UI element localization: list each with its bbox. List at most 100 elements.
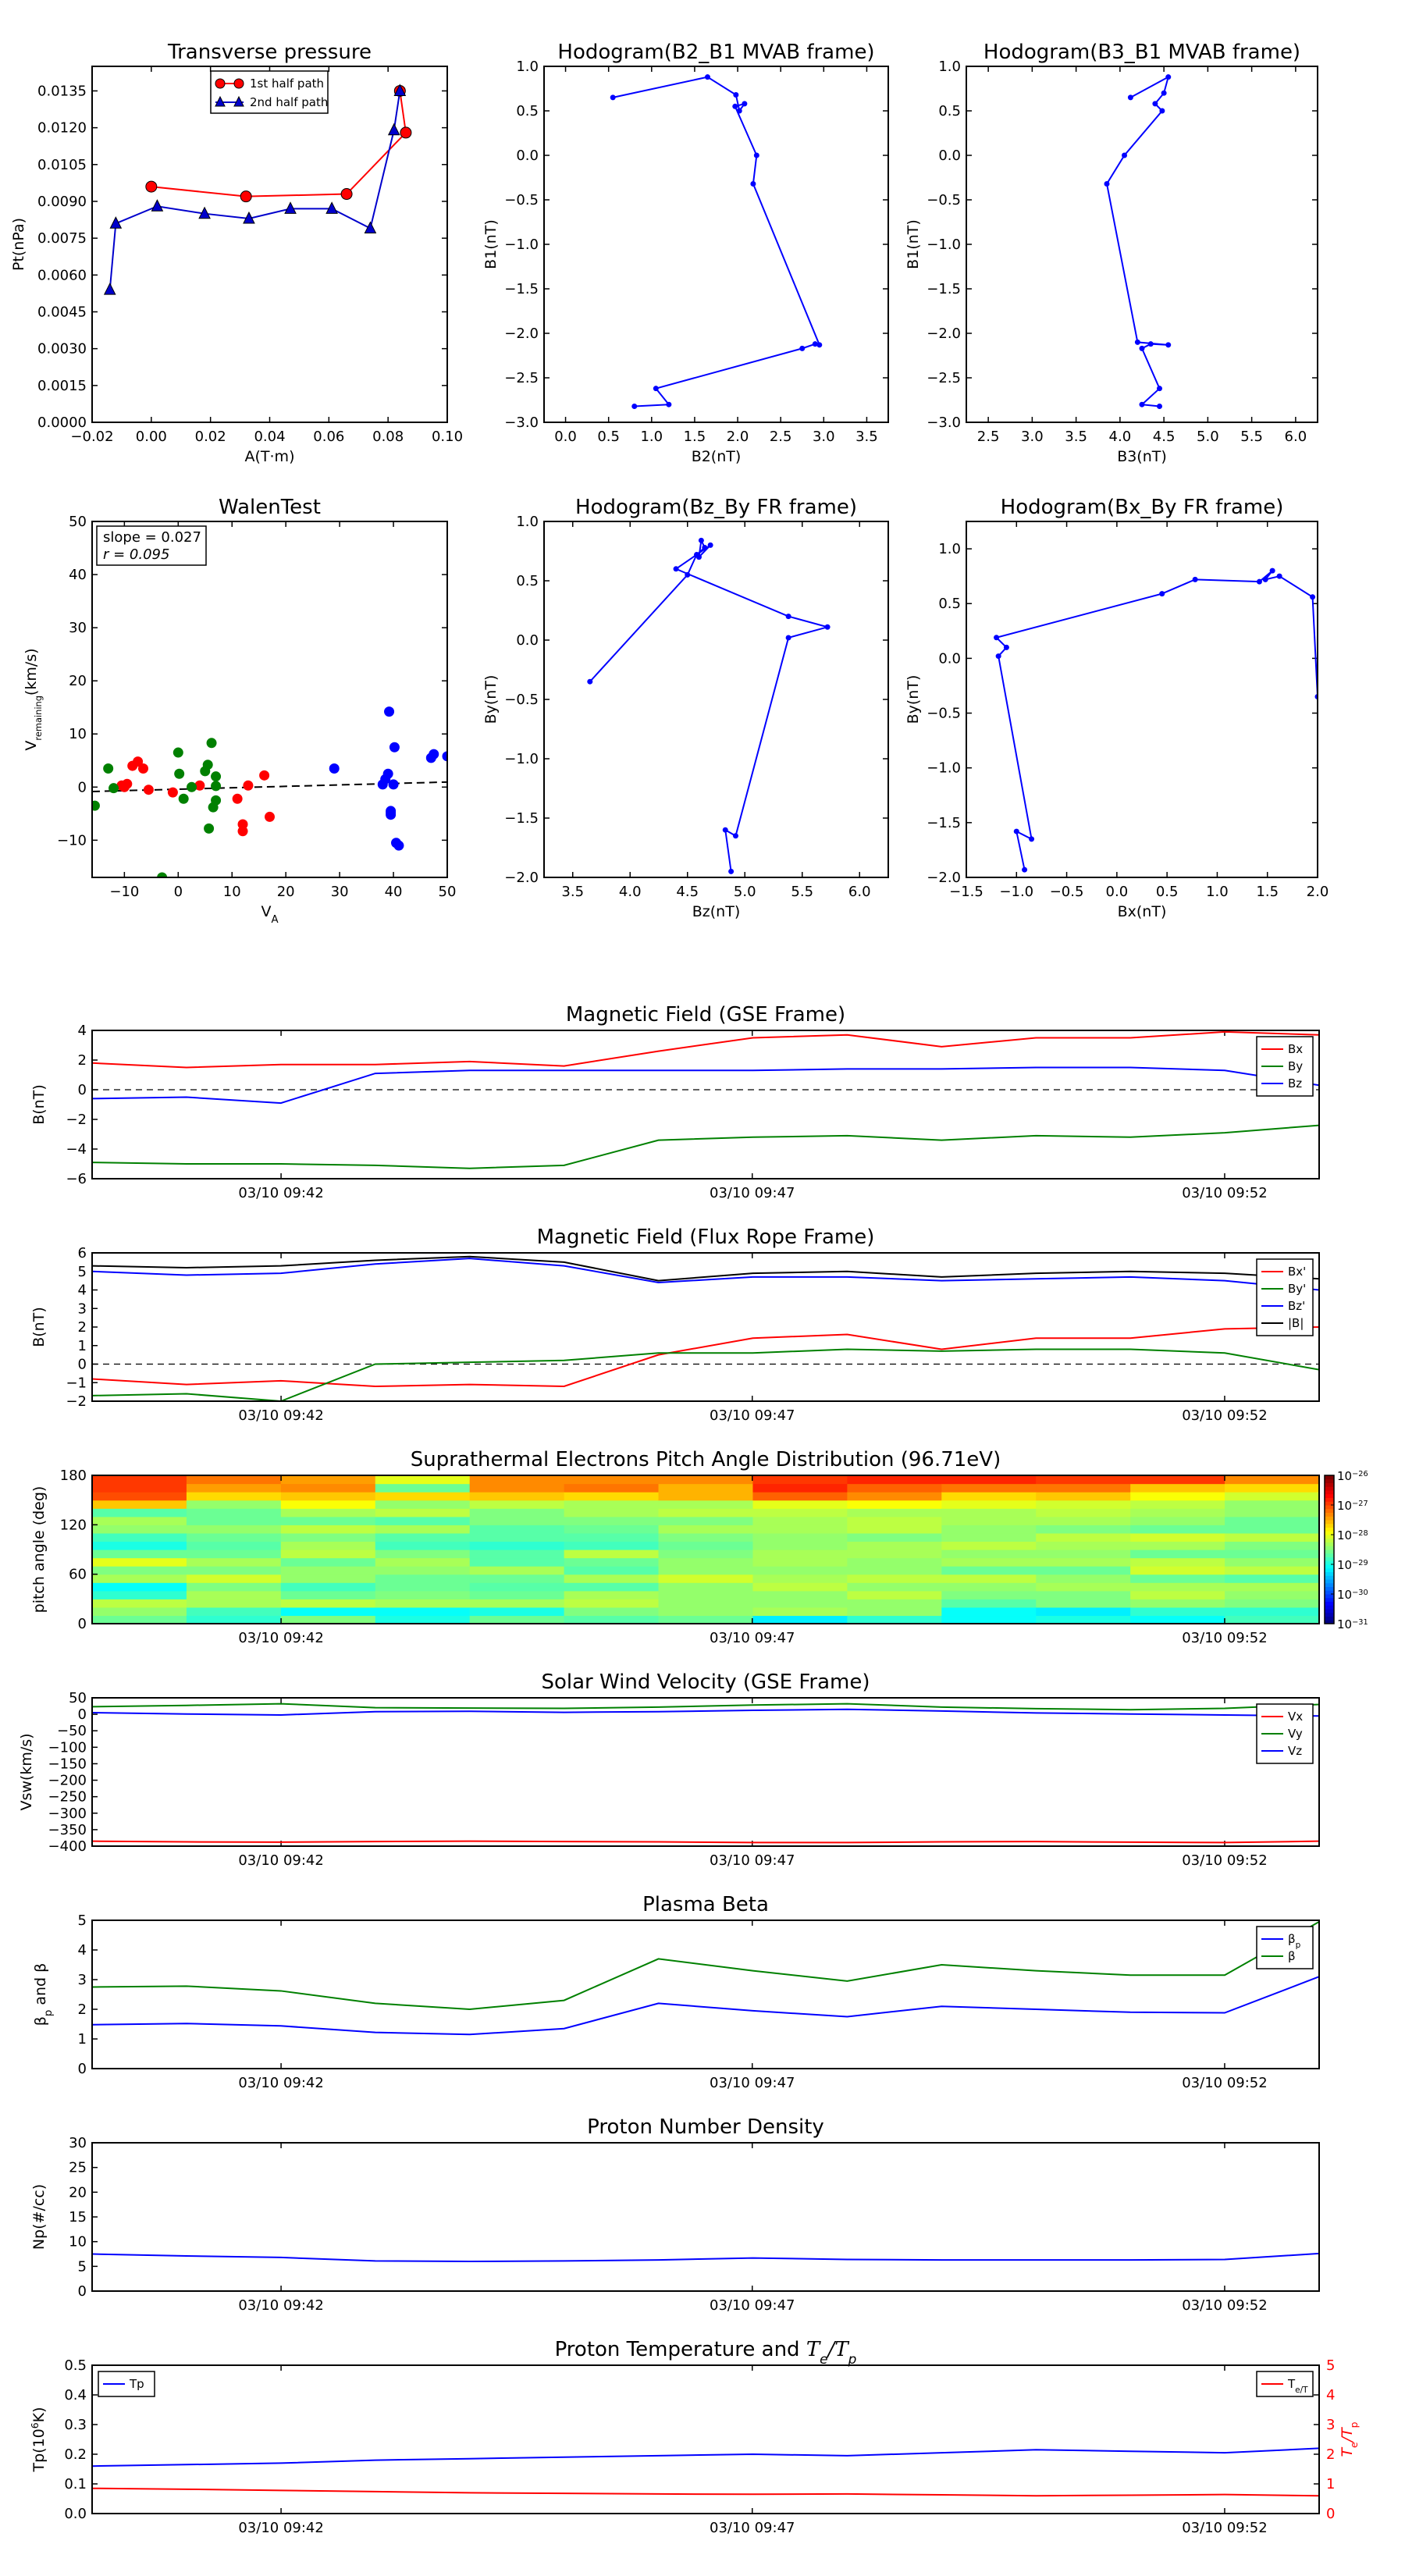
colorbar-segment <box>1325 1557 1334 1561</box>
series-marker <box>995 653 1001 660</box>
plot-area <box>92 1698 1319 1846</box>
colorbar-segment <box>1325 1516 1334 1521</box>
y-tick-label: 3 <box>78 1300 87 1317</box>
x-tick-label: −1.0 <box>999 884 1033 900</box>
series-marker <box>103 283 116 295</box>
scatter-point <box>92 800 100 811</box>
series-marker <box>1192 576 1198 582</box>
plot-area <box>92 1253 1319 1401</box>
heatmap-cell <box>469 1475 565 1485</box>
heatmap-cell <box>941 1532 1037 1542</box>
y-axis-label: Np(#/cc) <box>30 2184 48 2250</box>
colorbar-segment <box>1325 1601 1334 1606</box>
scatter-point <box>382 768 393 779</box>
heatmap-cell <box>375 1557 471 1567</box>
y-axis-label-right: Te/Tp <box>1339 2421 1360 2457</box>
series-marker <box>1139 345 1145 351</box>
y-tick-label: 1 <box>78 2031 87 2048</box>
heatmap-cell <box>564 1574 660 1583</box>
heatmap-cell <box>92 1557 187 1567</box>
heatmap-cell <box>1130 1492 1225 1501</box>
heatmap-cell <box>186 1590 282 1599</box>
heatmap-cell <box>752 1483 848 1493</box>
y-tick-label: −0.5 <box>504 192 539 208</box>
heatmap-cell <box>375 1525 471 1534</box>
heatmap-cell <box>658 1557 754 1567</box>
scatter-point <box>237 826 248 837</box>
heatmap-cell <box>469 1516 565 1525</box>
x-tick-label: 03/10 09:52 <box>1182 2075 1267 2091</box>
y-tick-label: 0 <box>78 1082 87 1098</box>
heatmap-cell <box>1130 1582 1225 1592</box>
heatmap-cell <box>847 1566 942 1575</box>
x-tick-label: −10 <box>109 884 139 900</box>
heatmap-cell <box>280 1615 376 1624</box>
heatmap-cell <box>186 1475 282 1485</box>
y-tick-label: 0.0120 <box>37 120 87 137</box>
y-tick-label: −100 <box>48 1739 87 1756</box>
panel-hodogram-b2-b1-mvab-frame-: 0.0 0.5 1.0 1.5 2.0 2.5 3.0 3.5 −3.0 −2.5 −2.0 −1.5… <box>482 41 889 465</box>
scatter-point <box>157 872 168 877</box>
series-marker <box>653 386 659 392</box>
heatmap-cell <box>280 1500 376 1509</box>
heatmap-cell <box>941 1550 1037 1559</box>
x-tick-label: 03/10 09:52 <box>1182 2520 1267 2536</box>
colorbar-segment <box>1325 1616 1334 1621</box>
x-tick-label: 0.02 <box>195 429 226 445</box>
scatter-point <box>393 840 404 851</box>
x-tick-label: 2.5 <box>977 429 1000 445</box>
data-layer <box>92 1030 1319 1169</box>
x-tick-label: 0.10 <box>432 429 463 445</box>
series-marker <box>340 188 353 201</box>
colorbar-segment <box>1325 1550 1334 1554</box>
heatmap-cell <box>1225 1475 1320 1485</box>
series-marker <box>284 201 297 214</box>
heatmap-cell <box>280 1550 376 1559</box>
series-marker <box>1122 152 1127 158</box>
heatmap-cell <box>1130 1606 1225 1617</box>
panel-title: Hodogram(B2_B1 MVAB frame) <box>557 41 874 64</box>
plot-area <box>92 2365 1319 2514</box>
x-tick-label: 5.0 <box>1197 429 1219 445</box>
colorbar-segment <box>1325 1512 1334 1517</box>
series-line-TeTp <box>92 2487 1319 2497</box>
series-marker <box>393 84 407 96</box>
heatmap-cell <box>658 1615 754 1624</box>
plot-area <box>92 1030 1319 1179</box>
heatmap-cell <box>375 1483 471 1493</box>
legend-label: |B| <box>1288 1316 1304 1330</box>
legend-label: 1st half path <box>250 76 324 91</box>
scatter-point <box>384 706 395 717</box>
heatmap-cell <box>1225 1582 1320 1592</box>
series-marker <box>824 624 831 630</box>
x-tick-label: 10 <box>223 884 241 900</box>
heatmap-cell <box>92 1483 187 1493</box>
heatmap-cell <box>564 1500 660 1509</box>
heatmap-cell <box>1130 1483 1225 1493</box>
series-marker <box>1159 108 1165 114</box>
x-tick-label: 03/10 09:47 <box>710 2520 795 2536</box>
plot-frame <box>91 66 448 423</box>
legend-marker <box>215 95 226 107</box>
heatmap-cells <box>92 1475 1320 1624</box>
heatmap-cell <box>375 1550 471 1559</box>
heatmap-cell <box>186 1516 282 1525</box>
series-marker <box>994 635 1000 641</box>
heatmap-cell <box>280 1566 376 1575</box>
series-marker <box>785 635 791 641</box>
y-tick-label: 0.5 <box>938 596 961 612</box>
heatmap-cell <box>280 1541 376 1550</box>
legend-label: Te/T <box>1287 2377 1308 2395</box>
series-marker <box>400 126 412 139</box>
y-tick-label: 1.0 <box>516 514 539 530</box>
x-tick-label: 0.00 <box>136 429 167 445</box>
heatmap-cell <box>469 1582 565 1592</box>
heatmap-cell <box>658 1599 754 1608</box>
colorbar-segment <box>1325 1605 1334 1610</box>
y-tick-label: −2.0 <box>504 326 539 342</box>
scatter-point <box>429 749 439 760</box>
y-tick-label: 0.0135 <box>37 83 87 99</box>
series-marker <box>704 74 710 80</box>
heatmap-cell <box>941 1475 1037 1485</box>
plot-frame <box>543 521 889 878</box>
